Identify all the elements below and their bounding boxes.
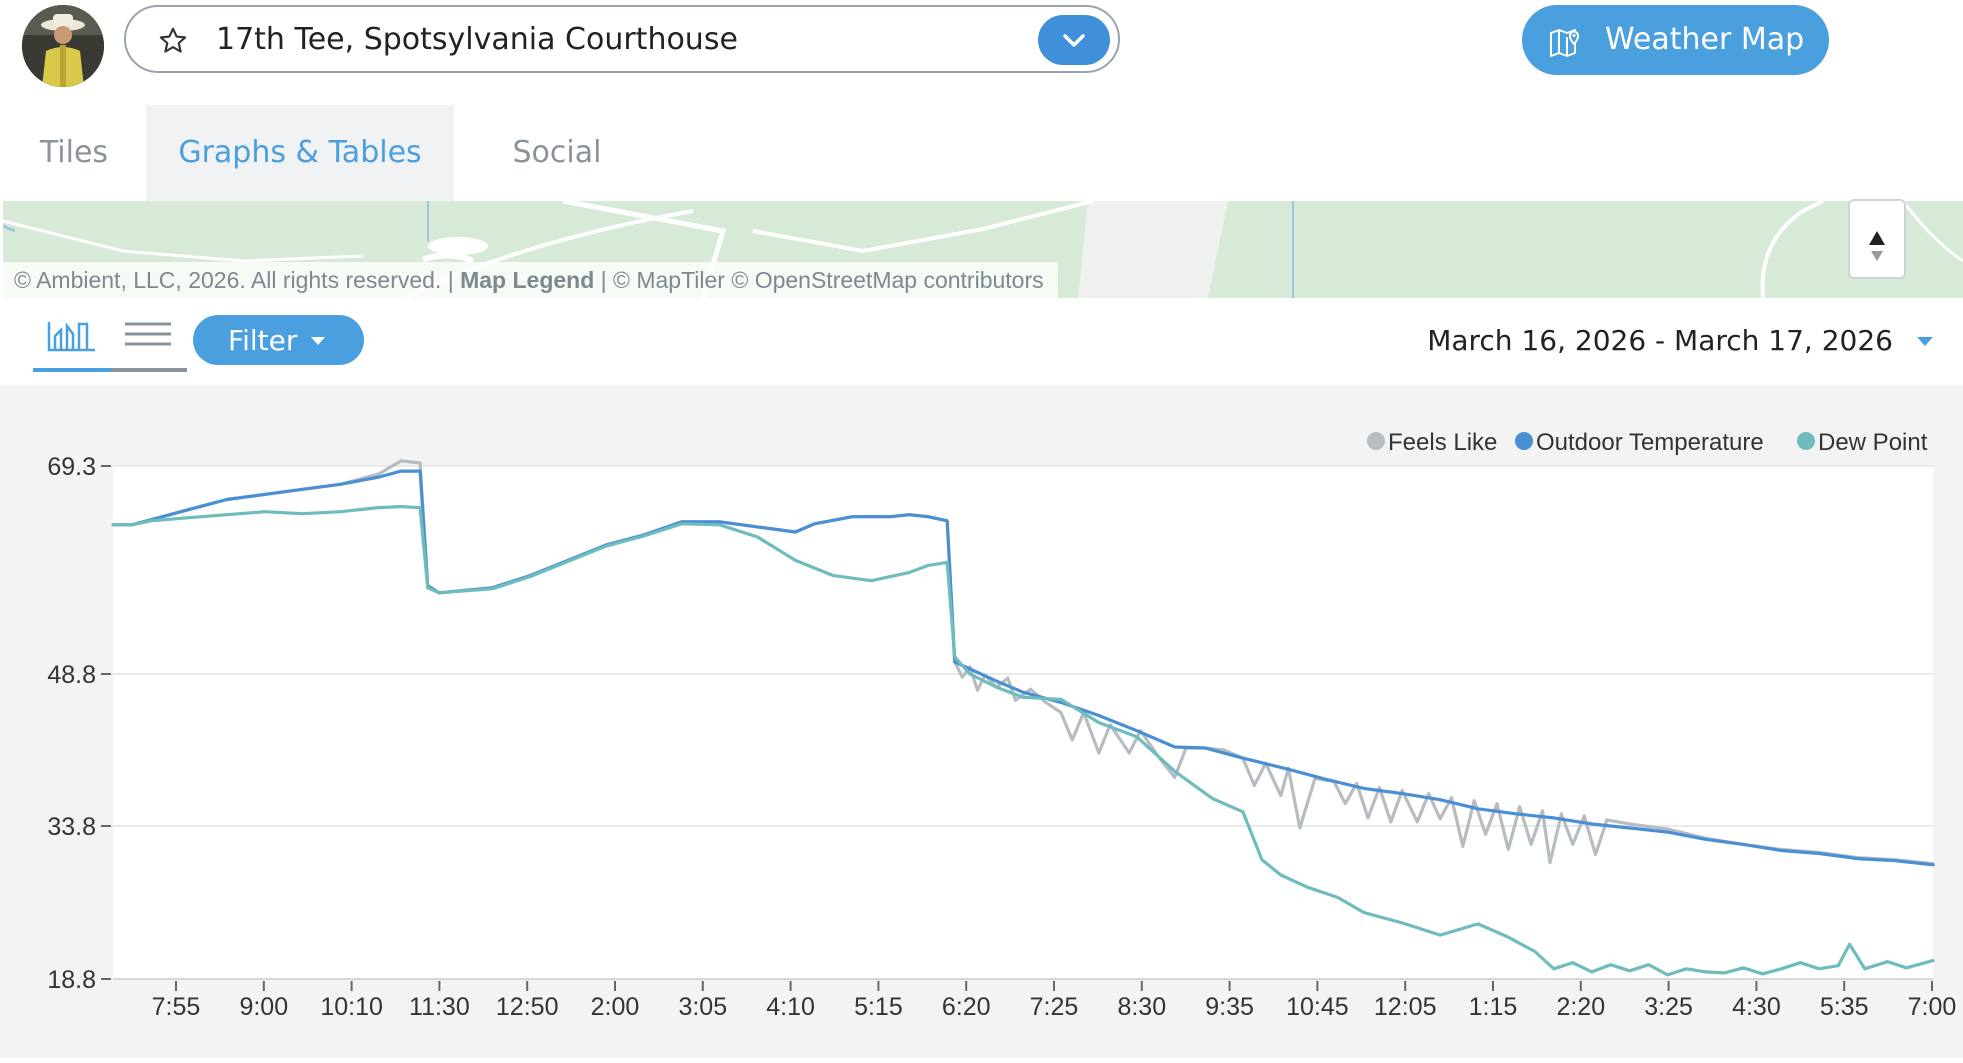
legend-label: Dew Point [1818, 429, 1928, 456]
chart-area: 69.3 48.8 33.8 18.8 7:55 9:00 10:10 11:30 12:50 2… [0, 385, 1963, 1058]
x-tick-label: 7:00 [1908, 993, 1957, 1021]
x-tick-label: 9:35 [1205, 993, 1254, 1021]
avatar[interactable] [22, 5, 104, 87]
tab-social[interactable]: Social [512, 135, 602, 170]
station-selector[interactable]: 17th Tee, Spotsylvania Courthouse [124, 5, 1120, 73]
date-range[interactable]: March 16, 2026 - March 17, 2026 [1427, 324, 1893, 357]
x-tick-label: 6:20 [942, 993, 991, 1021]
legend-item[interactable]: Outdoor Temperature [1515, 429, 1764, 456]
legend-label: Feels Like [1388, 429, 1497, 456]
table-view-tab[interactable] [111, 308, 187, 372]
tab-tiles[interactable]: Tiles [39, 135, 109, 170]
filter-label: Filter [228, 324, 298, 357]
y-tick-label: 18.8 [47, 966, 96, 994]
map-expand-control[interactable] [1848, 199, 1906, 279]
x-tick-label: 10:10 [320, 993, 383, 1021]
top-bar: 17th Tee, Spotsylvania Courthouse Weathe… [0, 0, 1963, 100]
star-icon[interactable] [157, 25, 189, 57]
legend-item[interactable]: Dew Point [1797, 429, 1928, 456]
legend-label: Outdoor Temperature [1536, 429, 1764, 456]
legend-swatch [1515, 432, 1533, 450]
y-tick-label: 48.8 [47, 661, 96, 689]
x-tick-label: 9:00 [239, 993, 288, 1021]
graph-toolbar: Filter March 16, 2026 - March 17, 2026 [0, 298, 1963, 387]
x-tick-label: 5:35 [1820, 993, 1869, 1021]
x-tick-label: 5:15 [854, 993, 903, 1021]
x-tick-label: 12:05 [1374, 993, 1437, 1021]
x-tick-label: 7:25 [1030, 993, 1079, 1021]
station-dropdown-button[interactable] [1038, 15, 1110, 65]
station-name: 17th Tee, Spotsylvania Courthouse [216, 22, 738, 57]
attribution-copyright: © Ambient, LLC, 2026. All rights reserve… [14, 267, 461, 293]
map-legend-link[interactable]: Map Legend [460, 267, 595, 293]
x-tick-label: 11:30 [409, 993, 470, 1021]
x-tick-label: 2:20 [1556, 993, 1605, 1021]
plot-background [113, 465, 1933, 979]
y-tick-label: 33.8 [47, 813, 96, 841]
expand-arrows-icon [1869, 231, 1885, 261]
weather-map-button[interactable]: Weather Map [1522, 5, 1829, 75]
view-tabs: Tiles Graphs & Tables Social [0, 105, 1963, 201]
chart-view-tab[interactable] [33, 308, 111, 372]
legend-swatch [1797, 432, 1815, 450]
chevron-down-icon [1063, 34, 1085, 47]
temperature-chart[interactable]: 69.3 48.8 33.8 18.8 7:55 9:00 10:10 11:30 12:50 2… [0, 385, 1963, 1058]
map-attribution: © Ambient, LLC, 2026. All rights reserve… [3, 262, 1058, 298]
x-tick-label: 4:30 [1732, 993, 1781, 1021]
x-tick-label: 4:10 [766, 993, 815, 1021]
y-tick-label: 69.3 [47, 453, 96, 481]
map-icon [1550, 29, 1580, 57]
x-tick-label: 2:00 [591, 993, 640, 1021]
x-tick-label: 10:45 [1286, 993, 1349, 1021]
x-tick-label: 7:55 [152, 993, 201, 1021]
attribution-providers: | © MapTiler © OpenStreetMap contributor… [594, 267, 1044, 293]
legend-item[interactable]: Feels Like [1367, 429, 1497, 456]
x-tick-label: 3:25 [1644, 993, 1693, 1021]
tab-graphs-tables[interactable]: Graphs & Tables [146, 105, 454, 201]
x-tick-label: 8:30 [1117, 993, 1166, 1021]
series-dew-point [111, 505, 1935, 977]
bar-chart-icon [47, 322, 95, 352]
list-icon [125, 322, 171, 346]
caret-down-icon [311, 337, 325, 345]
date-dropdown-icon[interactable] [1917, 337, 1933, 346]
x-tick-label: 1:15 [1469, 993, 1518, 1021]
legend-swatch [1367, 432, 1385, 450]
filter-button[interactable]: Filter [193, 315, 364, 365]
x-tick-label: 12:50 [496, 993, 559, 1021]
weather-map-label: Weather Map [1605, 22, 1805, 57]
x-tick-label: 3:05 [678, 993, 727, 1021]
